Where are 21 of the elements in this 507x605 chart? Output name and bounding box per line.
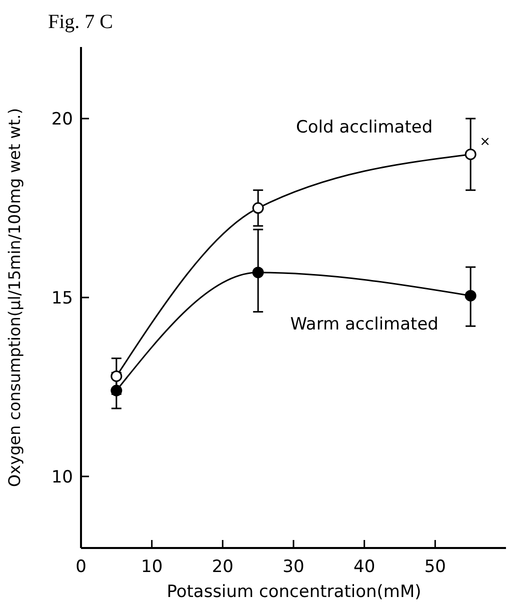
x-tick-label: 30 [282, 557, 304, 577]
x-tick-label: 40 [354, 557, 376, 577]
series-label: Warm acclimated [290, 314, 438, 335]
x-tick-label: 20 [212, 557, 234, 577]
annotation: × [480, 134, 490, 150]
point [252, 266, 264, 278]
series-label: Cold acclimated [296, 117, 433, 138]
chart-title: Fig. 7 C [48, 11, 114, 33]
x-tick-label: 10 [141, 557, 163, 577]
x-axis-title: Potassium concentration(mM) [166, 582, 422, 602]
point [464, 148, 476, 160]
y-tick-label: 15 [51, 288, 73, 308]
x-tick-label: 50 [424, 557, 446, 577]
y-tick-label: 20 [51, 110, 73, 130]
point [110, 384, 122, 396]
x-tick-label: 0 [76, 557, 86, 577]
point [110, 370, 122, 382]
point [464, 290, 476, 302]
point [252, 202, 264, 214]
y-tick-label: 10 [51, 467, 73, 488]
y-axis-title: Oxygen consumption(µl/15min/100mg wet wt.) [5, 108, 24, 487]
